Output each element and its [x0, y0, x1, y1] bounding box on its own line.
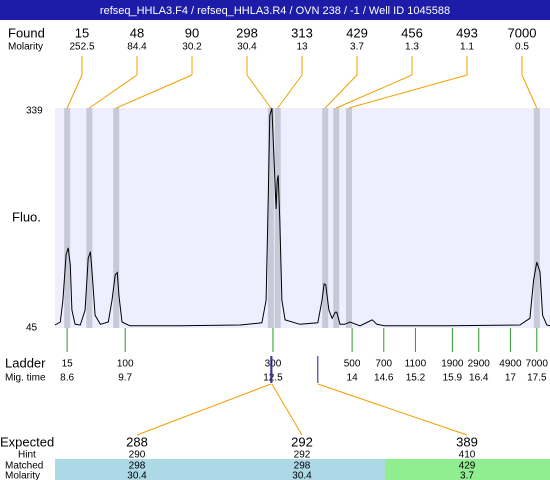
peak-band: [533, 108, 540, 328]
hint-value: 410: [459, 450, 476, 461]
mig-time-label: Mig. time: [5, 373, 46, 384]
expected-label: Expected: [0, 434, 54, 449]
matched-label: Matched: [5, 461, 43, 472]
y-axis-label: Fluo.: [12, 209, 41, 224]
molarity-value: 30.4: [292, 471, 312, 480]
peak-connector: [324, 74, 358, 109]
y-tick-label: 339: [26, 106, 43, 117]
peak-connector: [116, 74, 193, 109]
found-label: Found: [8, 25, 45, 40]
found-size: 313: [291, 25, 313, 40]
molarity-label: Molarity: [5, 471, 40, 480]
ladder-size: 700: [375, 359, 392, 370]
found-size: 493: [456, 25, 478, 40]
ladder-size: 15: [62, 359, 74, 370]
ladder-mig-time: 17: [505, 373, 517, 384]
molarity-value: 3.7: [460, 471, 474, 480]
found-molarity: 30.4: [237, 42, 257, 53]
ladder-size: 500: [344, 359, 361, 370]
peak-connector: [246, 74, 272, 109]
peak-connector: [277, 74, 303, 109]
expected-cell: [55, 459, 220, 480]
peak-band: [274, 108, 281, 328]
ladder-size: 300: [265, 359, 282, 370]
expected-connector: [317, 383, 468, 436]
ladder-mig-time: 9.7: [118, 373, 132, 384]
trace: [54, 107, 550, 327]
ladder-size: 100: [117, 359, 134, 370]
ladder-mig-time: 17.5: [527, 373, 547, 384]
peak-connector: [89, 74, 138, 109]
ladder-mig-time: 15.9: [443, 373, 463, 384]
peak-band: [267, 108, 274, 328]
found-molarity: 3.7: [350, 42, 364, 53]
found-size: 298: [236, 25, 258, 40]
found-size: 15: [75, 25, 89, 40]
ladder-mig-time: 16.4: [469, 373, 489, 384]
ladder-mig-time: 14: [347, 373, 359, 384]
peak-band: [113, 108, 120, 328]
found-molarity: 13: [296, 42, 308, 53]
y-tick-label: 45: [26, 323, 38, 334]
peak-band: [86, 108, 93, 328]
matched-value: 298: [129, 461, 146, 472]
ladder-size: 1100: [405, 359, 427, 370]
ladder-size: 2900: [468, 359, 491, 370]
found-molarity: 1.3: [405, 42, 419, 53]
molarity-value: 30.4: [127, 471, 147, 480]
expected-value: 389: [456, 434, 478, 449]
peak-connector: [348, 74, 468, 109]
found-molarity: 0.5: [515, 42, 529, 53]
peak-band: [64, 108, 71, 328]
expected-cell: [385, 459, 550, 480]
peak-connector: [66, 74, 83, 109]
ladder-mig-time: 14.6: [374, 373, 394, 384]
peak-band: [345, 108, 352, 328]
ladder-mig-time: 12.5: [263, 373, 283, 384]
found-size: 429: [346, 25, 368, 40]
expected-cell: [220, 459, 385, 480]
plot-area: [55, 108, 550, 328]
found-size: 456: [401, 25, 423, 40]
matched-value: 298: [294, 461, 311, 472]
found-molarity: 30.2: [182, 42, 202, 53]
hint-value: 292: [294, 450, 311, 461]
matched-value: 429: [459, 461, 476, 472]
found-size: 48: [130, 25, 144, 40]
found-molarity: 1.1: [460, 42, 474, 53]
found-size: 90: [185, 25, 199, 40]
header-bar: [0, 0, 550, 20]
expected-value: 292: [291, 434, 313, 449]
expected-connector: [136, 383, 272, 436]
ladder-size: 1900: [441, 359, 464, 370]
ladder-size: 4900: [499, 359, 522, 370]
found-size: 7000: [508, 25, 537, 40]
ladder-size: 7000: [526, 359, 549, 370]
expected-value: 288: [126, 434, 148, 449]
peak-connector: [336, 74, 413, 109]
peak-band: [333, 108, 340, 328]
hint-label: Hint: [18, 450, 36, 461]
ladder-mig-time: 15.2: [406, 373, 426, 384]
peak-connector: [521, 74, 538, 109]
found-molarity: 84.4: [127, 42, 147, 53]
ladder-mig-time: 8.6: [60, 373, 74, 384]
found-molarity-label: Molarity: [8, 42, 43, 53]
peak-band: [322, 108, 329, 328]
header-title: refseq_HHLA3.F4 / refseq_HHLA3.R4 / OVN …: [100, 5, 450, 17]
found-molarity: 252.5: [69, 42, 94, 53]
hint-value: 290: [129, 450, 146, 461]
ladder-label: Ladder: [5, 355, 46, 370]
expected-connector: [271, 383, 303, 436]
